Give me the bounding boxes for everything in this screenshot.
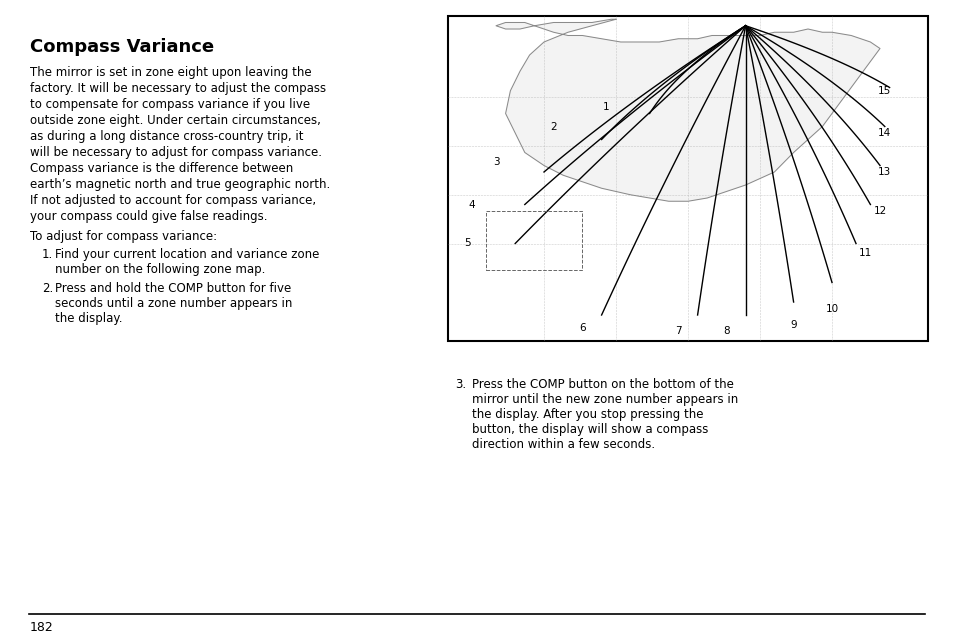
Text: factory. It will be necessary to adjust the compass: factory. It will be necessary to adjust … xyxy=(30,82,326,95)
Text: your compass could give false readings.: your compass could give false readings. xyxy=(30,210,267,223)
Text: button, the display will show a compass: button, the display will show a compass xyxy=(472,423,708,436)
Text: 14: 14 xyxy=(878,128,890,138)
Text: direction within a few seconds.: direction within a few seconds. xyxy=(472,438,655,451)
Text: If not adjusted to account for compass variance,: If not adjusted to account for compass v… xyxy=(30,194,315,207)
Text: the display.: the display. xyxy=(55,312,122,325)
Polygon shape xyxy=(496,19,879,201)
Text: Press and hold the COMP button for five: Press and hold the COMP button for five xyxy=(55,282,291,295)
Text: mirror until the new zone number appears in: mirror until the new zone number appears… xyxy=(472,393,738,406)
Text: number on the following zone map.: number on the following zone map. xyxy=(55,263,265,276)
Text: seconds until a zone number appears in: seconds until a zone number appears in xyxy=(55,297,292,310)
Text: the display. After you stop pressing the: the display. After you stop pressing the xyxy=(472,408,702,421)
Text: outside zone eight. Under certain circumstances,: outside zone eight. Under certain circum… xyxy=(30,114,320,127)
Text: The mirror is set in zone eight upon leaving the: The mirror is set in zone eight upon lea… xyxy=(30,66,312,79)
Text: 11: 11 xyxy=(858,248,871,258)
Text: Compass Variance: Compass Variance xyxy=(30,38,213,56)
Text: 182: 182 xyxy=(30,621,53,634)
Bar xyxy=(448,16,927,341)
Text: earth’s magnetic north and true geographic north.: earth’s magnetic north and true geograph… xyxy=(30,178,330,191)
Text: Find your current location and variance zone: Find your current location and variance … xyxy=(55,248,319,261)
Text: to compensate for compass variance if you live: to compensate for compass variance if yo… xyxy=(30,98,310,111)
Text: 6: 6 xyxy=(578,323,585,333)
Text: Press the COMP button on the bottom of the: Press the COMP button on the bottom of t… xyxy=(472,378,733,391)
Text: 3.: 3. xyxy=(455,378,466,391)
Text: 4: 4 xyxy=(468,200,475,209)
Text: 2: 2 xyxy=(550,121,557,132)
Text: To adjust for compass variance:: To adjust for compass variance: xyxy=(30,230,217,243)
Text: 12: 12 xyxy=(872,206,885,216)
Text: will be necessary to adjust for compass variance.: will be necessary to adjust for compass … xyxy=(30,146,322,159)
Text: 13: 13 xyxy=(878,167,890,177)
Text: as during a long distance cross-country trip, it: as during a long distance cross-country … xyxy=(30,130,303,143)
Text: 9: 9 xyxy=(789,320,796,329)
Text: 2.: 2. xyxy=(42,282,53,295)
Text: 7: 7 xyxy=(675,326,681,336)
Text: 5: 5 xyxy=(463,238,470,249)
Text: 3: 3 xyxy=(492,157,498,167)
Text: Compass variance is the difference between: Compass variance is the difference betwe… xyxy=(30,162,293,175)
Text: 8: 8 xyxy=(722,326,729,336)
Text: 15: 15 xyxy=(878,86,890,96)
Bar xyxy=(486,211,581,270)
Text: 1: 1 xyxy=(602,102,609,112)
Text: 1.: 1. xyxy=(42,248,53,261)
Text: 10: 10 xyxy=(824,303,838,314)
